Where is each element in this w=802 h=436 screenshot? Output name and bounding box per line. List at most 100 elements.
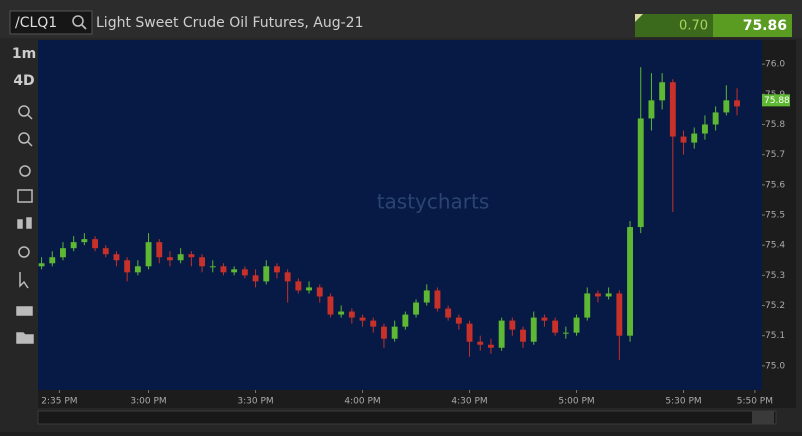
plot-area	[38, 40, 762, 390]
pointer-tool[interactable]	[19, 272, 29, 289]
zoom-in-handle	[27, 114, 33, 120]
zoom-in[interactable]	[18, 105, 30, 117]
x-tick-label: 2:35 PM	[41, 397, 77, 407]
y-tick-label: 75.4	[765, 241, 785, 251]
candle-body	[381, 326, 387, 339]
scrollbar[interactable]	[37, 410, 777, 425]
candle-body	[391, 326, 398, 339]
x-tick-label: 3:00 PM	[130, 397, 166, 407]
settings-a[interactable]	[19, 165, 31, 177]
candle-body	[445, 308, 452, 318]
template-icon[interactable]	[16, 306, 33, 316]
candle-body	[284, 272, 291, 282]
x-tick-label: 4:30 PM	[451, 397, 487, 407]
candle-body	[156, 242, 163, 258]
candle-body	[81, 239, 88, 243]
candle-body	[552, 320, 559, 333]
candle-body	[637, 118, 644, 228]
candle-body	[520, 329, 526, 342]
candle-body	[455, 317, 462, 324]
y-tick-label: 75.8	[765, 120, 785, 130]
watermark: tastycharts	[377, 190, 490, 214]
candle-body	[49, 257, 56, 264]
search-icon[interactable]	[72, 15, 84, 27]
candle-body	[712, 112, 719, 125]
candle-body	[145, 242, 152, 267]
draw-tool[interactable]	[17, 189, 33, 203]
candle-body	[616, 293, 623, 336]
zoom-out[interactable]	[18, 132, 30, 144]
x-tick-label: 5:00 PM	[558, 397, 594, 407]
candle-body	[584, 293, 591, 318]
candle-body	[177, 254, 184, 261]
candle-body	[241, 269, 248, 276]
candle-body	[541, 317, 548, 321]
candle-body	[252, 275, 259, 282]
y-tick-label: 75.7	[765, 150, 785, 160]
candle-body	[102, 248, 109, 255]
candle-body	[627, 227, 633, 336]
candle-body	[209, 266, 216, 268]
candle-body	[594, 293, 601, 297]
candle-body	[274, 266, 280, 273]
candle-body	[113, 254, 120, 261]
candle-body	[659, 82, 666, 101]
candle-body	[498, 320, 505, 348]
left-toolbar	[0, 40, 37, 432]
candle-body	[648, 100, 655, 119]
candle-body	[231, 269, 238, 273]
y-tick-label: 75.2	[765, 301, 785, 311]
time-axis	[38, 390, 796, 408]
scroll-thumb[interactable]	[752, 411, 774, 424]
x-tick-label: 5:30 PM	[665, 397, 701, 407]
x-tick-label: 4:00 PM	[344, 397, 380, 407]
candle-body	[691, 133, 698, 143]
candle-icon[interactable]	[17, 219, 23, 229]
candle-body	[573, 317, 580, 333]
range-button[interactable]: 4D	[13, 73, 34, 89]
candle-body	[477, 341, 484, 345]
candle-body	[701, 124, 708, 134]
tool-icons	[16, 105, 34, 344]
folder-icon[interactable]	[16, 332, 34, 344]
candle-body	[167, 257, 173, 261]
candle-body	[680, 136, 687, 143]
candle-body	[402, 314, 409, 327]
candle-body	[124, 260, 131, 273]
candle-body	[423, 290, 430, 303]
candle-body	[669, 82, 676, 137]
change-box	[635, 14, 713, 37]
candle-body	[263, 266, 270, 282]
x-tick-label: 3:30 PM	[237, 397, 273, 407]
candle-body	[466, 323, 473, 342]
candle-body	[488, 344, 494, 348]
candles	[38, 67, 740, 360]
candle-body	[338, 311, 345, 315]
y-tick-label: 75.6	[765, 180, 785, 190]
candle-body	[434, 290, 441, 309]
symbol: /CLQ1	[15, 15, 57, 31]
y-tick-label: 75.0	[765, 361, 785, 371]
last-box	[713, 14, 792, 37]
y-tick-label: 75.1	[765, 331, 785, 341]
price-marker	[762, 94, 790, 107]
instrument-title: Light Sweet Crude Oil Futures, Aug-21	[96, 15, 363, 31]
search-icon-handle	[81, 24, 87, 30]
candle-body	[734, 100, 740, 107]
candle-body	[220, 266, 227, 273]
candle-body	[370, 320, 377, 327]
candle-body	[188, 254, 195, 258]
candle-body	[509, 320, 516, 330]
candle-body	[605, 293, 612, 297]
settings-b[interactable]	[18, 246, 30, 258]
corner-flag	[635, 14, 643, 22]
x-tick-label: 5:50 PM	[737, 397, 773, 407]
candle-body	[348, 311, 355, 318]
y-tick-label: 75.3	[765, 271, 785, 281]
symbol-input[interactable]	[9, 10, 93, 35]
candle-body	[413, 302, 419, 315]
candle-body	[562, 332, 569, 334]
interval-button[interactable]: 1m	[12, 46, 36, 62]
